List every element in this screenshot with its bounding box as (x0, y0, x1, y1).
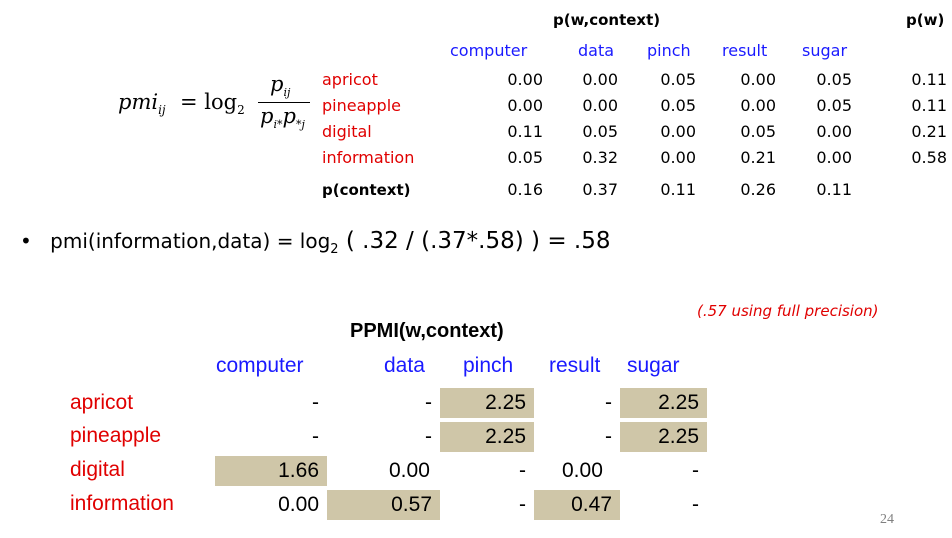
cell-value: 0.00 (816, 148, 852, 167)
pcontext-value: 0.11 (660, 180, 696, 199)
cell-value: 0.05 (816, 70, 852, 89)
ppmi-cell-highlighted: 2.25 (620, 422, 707, 452)
ppmi-cell: - (605, 391, 612, 414)
formula-numerator: pij (270, 72, 291, 100)
pcontext-label: p(context) (322, 181, 411, 199)
pmi-example-bullet: • pmi(information,data) = log2 ( .32 / (… (20, 229, 610, 262)
ppmi-cell: 0.00 (562, 459, 603, 482)
ppmi-cell-highlighted: 2.25 (440, 422, 534, 452)
ppmi-row-pineapple: pineapple (70, 424, 162, 447)
col-header-computer: computer (450, 41, 528, 60)
pw-value: 0.11 (911, 96, 947, 115)
pcontext-value: 0.11 (816, 180, 852, 199)
cell-value: 0.00 (660, 148, 696, 167)
row-label-pineapple: pineapple (322, 96, 401, 115)
cell-value: 0.05 (507, 148, 543, 167)
ppmi-row-digital: digital (70, 458, 125, 481)
cell-value: 0.00 (740, 70, 776, 89)
cell-value: 0.00 (507, 70, 543, 89)
precision-note: (.57 using full precision) (697, 302, 879, 320)
formula-denominator: pi*p*j (260, 104, 305, 132)
cell-value: 0.05 (816, 96, 852, 115)
ppmi-cell: 0.00 (389, 459, 430, 482)
pw-value: 0.11 (911, 70, 947, 89)
cell-value: 0.21 (740, 148, 776, 167)
cell-value: 0.11 (507, 122, 543, 141)
ppmi-cell-highlighted: 2.25 (440, 388, 534, 418)
col-header-data: data (578, 41, 615, 60)
ppmi-cell: - (519, 493, 526, 516)
ppmi-cell: - (692, 459, 699, 482)
cell-value: 0.00 (740, 96, 776, 115)
pmi-formula: pmiij = log2 pij pi*p*j (118, 72, 318, 132)
page-number: 24 (880, 512, 894, 527)
pcontext-value: 0.37 (582, 180, 618, 199)
formula-log: = log2 (180, 90, 245, 118)
ppmi-cell: - (425, 425, 432, 448)
ppmi-title: PPMI(w,context) (350, 320, 504, 342)
ppmi-col-result: result (549, 354, 601, 377)
bullet-marker: • (20, 229, 32, 253)
col-header-sugar: sugar (802, 41, 848, 60)
cell-value: 0.00 (582, 70, 618, 89)
pw-title: p(w) (906, 11, 945, 29)
ppmi-cell: - (519, 459, 526, 482)
cell-value: 0.05 (660, 70, 696, 89)
pcontext-value: 0.26 (740, 180, 776, 199)
ppmi-cell-highlighted: 0.47 (534, 490, 620, 520)
row-label-apricot: apricot (322, 70, 378, 89)
pcontext-value: 0.16 (507, 180, 543, 199)
ppmi-col-computer: computer (216, 354, 304, 377)
ppmi-cell: - (692, 493, 699, 516)
ppmi-cell: - (312, 425, 319, 448)
ppmi-cell-highlighted: 0.57 (327, 490, 440, 520)
pw-value: 0.21 (911, 122, 947, 141)
cell-value: 0.00 (816, 122, 852, 141)
ppmi-cell-highlighted: 2.25 (620, 388, 707, 418)
ppmi-cell: - (425, 391, 432, 414)
col-header-pinch: pinch (647, 41, 691, 60)
ppmi-cell-highlighted: 1.66 (215, 456, 327, 486)
row-label-digital: digital (322, 122, 372, 141)
cell-value: 0.00 (582, 96, 618, 115)
cell-value: 0.05 (582, 122, 618, 141)
cell-value: 0.32 (582, 148, 618, 167)
cell-value: 0.00 (507, 96, 543, 115)
ppmi-col-data: data (384, 354, 425, 377)
col-header-result: result (722, 41, 768, 60)
ppmi-cell: - (605, 425, 612, 448)
pwcontext-title: p(w,context) (553, 11, 661, 29)
ppmi-col-sugar: sugar (627, 354, 680, 377)
pw-value: 0.58 (911, 148, 947, 167)
ppmi-row-information: information (70, 492, 174, 515)
fraction-bar (258, 102, 310, 103)
row-label-information: information (322, 148, 415, 167)
cell-value: 0.05 (660, 96, 696, 115)
cell-value: 0.05 (740, 122, 776, 141)
formula-lhs: pmiij (118, 90, 166, 118)
bullet-text: pmi(information,data) = log2 ( .32 / (.3… (50, 228, 611, 257)
ppmi-col-pinch: pinch (463, 354, 514, 377)
ppmi-cell: 0.00 (278, 493, 319, 516)
ppmi-row-apricot: apricot (70, 391, 134, 414)
cell-value: 0.00 (660, 122, 696, 141)
ppmi-cell: - (312, 391, 319, 414)
